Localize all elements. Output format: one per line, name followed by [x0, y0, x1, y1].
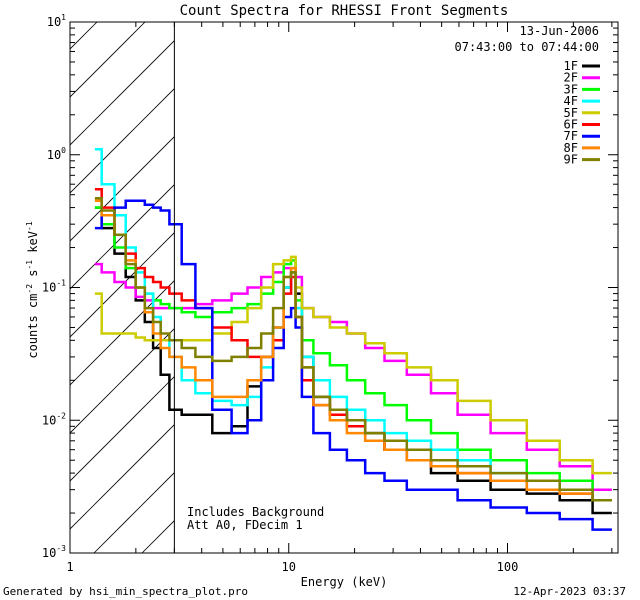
- series-line-2F: [94, 262, 612, 491]
- hatch-line: [70, 424, 175, 530]
- y-tick-label: 10-3: [42, 544, 66, 560]
- x-tick-label: 1: [66, 560, 73, 574]
- legend-label-1F: 1F: [564, 59, 578, 73]
- legend-label-8F: 8F: [564, 141, 578, 155]
- series-line-9F: [94, 197, 612, 502]
- y-tick-label: 10-1: [42, 279, 66, 295]
- legend-label-2F: 2F: [564, 71, 578, 85]
- legend-label-4F: 4F: [564, 94, 578, 108]
- series-line-6F: [94, 187, 612, 502]
- x-tick-label: 10: [282, 560, 296, 574]
- date-label: 13-Jun-2006: [520, 24, 599, 38]
- hatch-line: [70, 88, 175, 194]
- series-line-4F: [94, 148, 612, 502]
- footer-timestamp: 12-Apr-2023 03:37: [513, 585, 626, 598]
- x-tick-labels: 1 10 100: [66, 560, 518, 574]
- series-line-5F: [94, 255, 612, 475]
- legend-label-3F: 3F: [564, 82, 578, 96]
- annotation-background: Includes Background: [187, 505, 324, 519]
- y-axis-label: counts cm-2 s-1 keV-1: [25, 221, 40, 358]
- y-tick-labels: 10-3 10-2 10-1 100 101: [42, 13, 66, 560]
- hatch-line: [70, 40, 175, 146]
- chart-title: Count Spectra for RHESSI Front Segments: [180, 3, 509, 19]
- legend-label-7F: 7F: [564, 129, 578, 143]
- footer-generated-by: Generated by hsi_min_spectra_plot.pro: [3, 585, 248, 598]
- y-tick-label: 10-2: [42, 411, 66, 427]
- hatch-line: [70, 232, 175, 338]
- legend-label-6F: 6F: [564, 118, 578, 132]
- y-tick-label: 100: [47, 146, 66, 162]
- hatch-line: [0, 22, 1, 553]
- hatch-line: [622, 22, 640, 553]
- axis-ticks: [69, 21, 618, 554]
- x-axis-label: Energy (keV): [301, 575, 388, 589]
- series-layer: [94, 148, 612, 531]
- legend-label-5F: 5F: [564, 106, 578, 120]
- hatch-line: [70, 376, 175, 482]
- annotation-attenuator: Att A0, FDecim 1: [187, 518, 303, 532]
- series-line-8F: [94, 199, 612, 502]
- x-tick-label: 100: [497, 560, 519, 574]
- time-range-label: 07:43:00 to 07:44:00: [455, 40, 600, 54]
- y-tick-label: 101: [47, 13, 66, 29]
- series-line-1F: [94, 206, 612, 515]
- series-line-3F: [94, 206, 612, 502]
- series-line-7F: [94, 199, 612, 531]
- legend-label-9F: 9F: [564, 153, 578, 167]
